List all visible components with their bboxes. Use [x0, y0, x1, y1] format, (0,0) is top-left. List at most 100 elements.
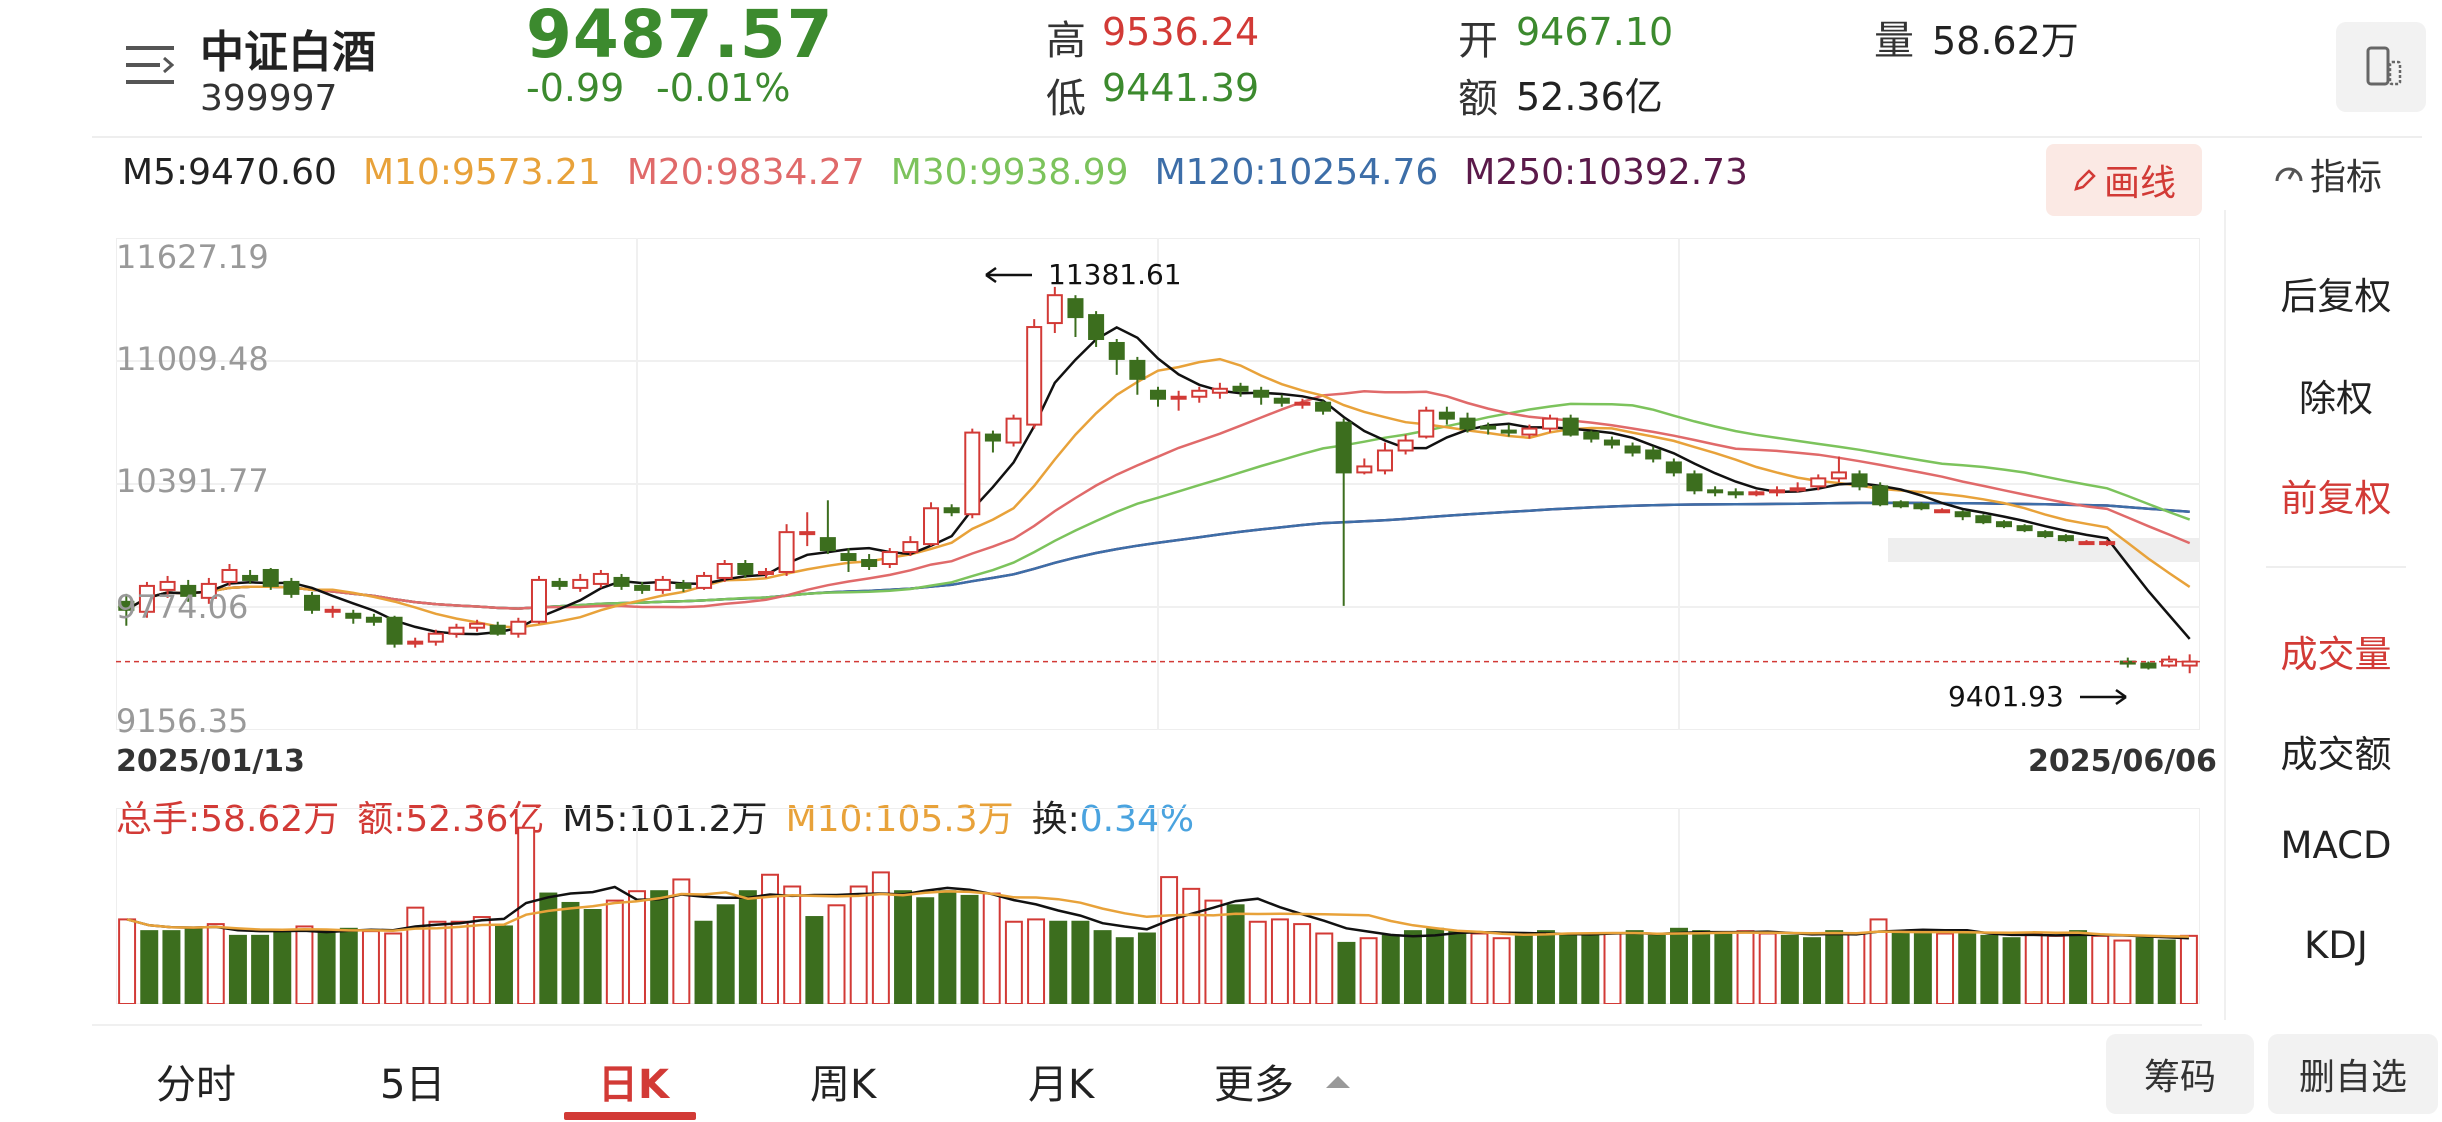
- arrow-right-icon: [2079, 688, 2127, 705]
- candle-body-20: [530, 578, 548, 623]
- volume-bar-43: [1071, 920, 1090, 1004]
- high-annotation-value: 11381.61: [1048, 258, 1182, 291]
- adjust-forward-option[interactable]: 前复权: [2280, 477, 2392, 520]
- draw-line-button[interactable]: 画线: [2046, 144, 2202, 216]
- volume-indicator-option[interactable]: 成交量: [2280, 633, 2392, 676]
- volume-bar-38: [960, 894, 979, 1004]
- candle-body-74: [1645, 449, 1662, 460]
- amount-indicator-option[interactable]: 成交额: [2280, 733, 2392, 776]
- candle-body-98: [2140, 662, 2157, 669]
- right-panel-divider: [2266, 566, 2406, 568]
- candle-body-64: [1438, 411, 1455, 420]
- volume-bar-14: [428, 920, 447, 1004]
- macd-indicator-option[interactable]: MACD: [2280, 824, 2392, 867]
- candle-body-23: [592, 572, 609, 585]
- volume-bar-85: [2002, 937, 2021, 1004]
- tab-more[interactable]: 更多: [1214, 1052, 1352, 1110]
- caret-up-icon: [1326, 1076, 1350, 1088]
- remove-favorite-button[interactable]: 删自选: [2268, 1034, 2438, 1114]
- candle-body-11: [345, 612, 362, 619]
- indicator-button[interactable]: 指标: [2272, 148, 2382, 200]
- candle-body-70: [1562, 417, 1579, 436]
- start-date: 2025/01/13: [116, 744, 305, 779]
- pencil-icon: [2074, 169, 2096, 191]
- candle-body-28: [696, 574, 713, 589]
- candlestick-chart[interactable]: [116, 238, 2200, 730]
- tab-intraday[interactable]: 分时: [156, 1062, 236, 1108]
- candle-body-96: [2099, 541, 2116, 546]
- volume-bar-47: [1160, 876, 1179, 1004]
- tab-weekly-k[interactable]: 周K: [810, 1062, 877, 1108]
- tab-daily-k[interactable]: 日K: [598, 1062, 669, 1108]
- candle-body-99: [2161, 658, 2178, 667]
- candle-body-7: [262, 568, 279, 587]
- overlay-band: [1888, 538, 2200, 562]
- candle-body-22: [572, 578, 589, 589]
- candle-body-25: [634, 584, 651, 591]
- volume-bar-32: [827, 904, 846, 1004]
- candle-body-43: [1005, 417, 1022, 444]
- volume-bar-74: [1758, 932, 1777, 1004]
- chips-label: 筹码: [2143, 1057, 2216, 1098]
- tab-monthly-k[interactable]: 月K: [1028, 1062, 1095, 1108]
- volume-bar-66: [1581, 934, 1600, 1004]
- volume-bar-15: [450, 920, 469, 1004]
- volume-bar-52: [1270, 918, 1289, 1004]
- low-annotation-value: 9401.93: [1948, 680, 2064, 713]
- turnover-label: 换:: [1031, 799, 1080, 840]
- candle-body-83: [1830, 471, 1847, 480]
- volume-bar-39: [982, 892, 1001, 1004]
- volume-bar-1: [140, 930, 159, 1004]
- vol-ma10: M10:105.3万: [785, 799, 1014, 840]
- ma250-value: M250:10392.73: [1464, 152, 1748, 193]
- volume-bar-50: [1226, 904, 1245, 1004]
- bottom-divider: [92, 1024, 2202, 1026]
- volume-bar-57: [1381, 934, 1400, 1004]
- volume-bar-2: [162, 930, 181, 1004]
- candle-body-69: [1542, 417, 1559, 430]
- candle-body-62: [1397, 439, 1414, 452]
- chips-button[interactable]: 筹码: [2106, 1034, 2254, 1114]
- candle-body-18: [489, 624, 506, 635]
- remove-favorite-label: 删自选: [2298, 1057, 2407, 1098]
- volume-bar-44: [1093, 930, 1112, 1004]
- volume-bar-76: [1803, 937, 1822, 1004]
- high-annotation: 11381.61: [984, 258, 1182, 291]
- kdj-indicator-option[interactable]: KDJ: [2304, 924, 2368, 967]
- ex-rights-option[interactable]: 除权: [2299, 377, 2373, 420]
- turnover: 换:0.34%: [1032, 790, 1195, 842]
- phone-rotate-icon: [2366, 46, 2402, 86]
- volume-bar-13: [406, 906, 425, 1004]
- volume-bar-5: [228, 934, 247, 1004]
- candle-body-34: [819, 537, 836, 552]
- volume-bar-90: [2113, 939, 2132, 1004]
- volume-bar-86: [2024, 932, 2043, 1004]
- candle-body-90: [1975, 515, 1992, 524]
- amount-value: 52.36亿: [1516, 75, 1663, 119]
- volume-bar-61: [1470, 932, 1489, 1004]
- volume-bar-21: [583, 909, 602, 1004]
- volume-bar-79: [1869, 918, 1888, 1004]
- volume-bar-64: [1536, 930, 1555, 1004]
- landscape-toggle-button[interactable]: [2336, 22, 2426, 112]
- candle-body-33: [799, 531, 816, 536]
- candle-body-2: [159, 580, 176, 591]
- volume-bar-9: [317, 930, 336, 1004]
- volume-chart[interactable]: [116, 808, 2200, 1004]
- volume-bar-70: [1670, 927, 1688, 1004]
- tab-5day[interactable]: 5日: [380, 1062, 446, 1108]
- candle-body-73: [1624, 445, 1641, 454]
- high-label: 高: [1046, 18, 1086, 64]
- candle-body-27: [675, 582, 692, 589]
- candle-body-26: [654, 578, 671, 591]
- candle-body-85: [1872, 485, 1889, 506]
- candle-body-63: [1418, 409, 1435, 438]
- menu-icon[interactable]: [126, 44, 175, 86]
- candle-body-24: [613, 576, 630, 587]
- ma20-value: M20:9834.27: [626, 152, 865, 193]
- candle-body-5: [221, 568, 238, 583]
- volume-bar-19: [539, 892, 558, 1004]
- low-label: 低: [1046, 76, 1086, 122]
- adjust-backward-option[interactable]: 后复权: [2280, 275, 2392, 318]
- volume-bar-88: [2069, 930, 2088, 1004]
